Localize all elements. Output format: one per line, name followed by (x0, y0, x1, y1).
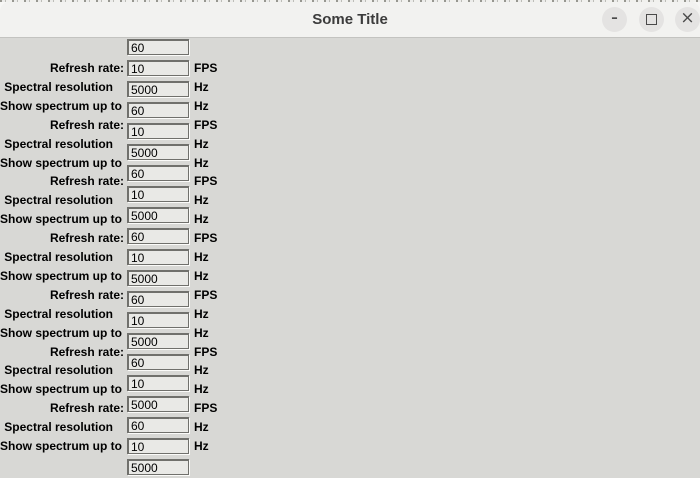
spectral-resolution-input[interactable] (127, 249, 189, 265)
refresh-rate-input[interactable] (127, 291, 189, 307)
form-content-area: Refresh rate: FPS Spectral resolution Hz Sho… (0, 38, 700, 478)
show-spectrum-up-to-label: Show spectrum up to (0, 212, 123, 227)
refresh-rate-input[interactable] (127, 165, 189, 181)
spectral-resolution-input[interactable] (127, 123, 189, 139)
background-window-sliver (0, 0, 700, 2)
refresh-rate-label: Refresh rate: (49, 117, 124, 132)
refresh-rate-unit: FPS (194, 401, 218, 416)
spectral-resolution-label: Spectral resolution (4, 250, 113, 264)
titlebar[interactable]: Some Title – × (0, 2, 700, 38)
show-spectrum-up-to-input[interactable] (127, 144, 189, 160)
refresh-rate-input[interactable] (127, 354, 189, 370)
spectral-resolution-input[interactable] (127, 438, 189, 454)
refresh-rate-input[interactable] (127, 102, 189, 118)
show-spectrum-up-to-label: Show spectrum up to (0, 325, 123, 340)
minimize-button[interactable]: – (602, 7, 627, 32)
show-spectrum-up-to-label: Show spectrum up to (0, 439, 123, 453)
refresh-rate-input[interactable] (127, 417, 189, 433)
spectral-resolution-input[interactable] (127, 60, 189, 76)
window-title: Some Title (312, 11, 388, 28)
refresh-rate-label: Refresh rate: (49, 287, 124, 302)
show-spectrum-up-to-unit: Hz (194, 439, 209, 453)
spectral-resolution-unit: Hz (194, 420, 209, 435)
show-spectrum-up-to-input[interactable] (127, 459, 189, 475)
spectral-resolution-label: Spectral resolution (4, 193, 113, 208)
refresh-rate-unit: FPS (194, 344, 218, 359)
refresh-rate-label: Refresh rate: (49, 231, 124, 246)
show-spectrum-up-to-label: Show spectrum up to (0, 98, 123, 113)
refresh-rate-unit: FPS (194, 174, 218, 189)
show-spectrum-up-to-label: Show spectrum up to (0, 382, 123, 397)
refresh-rate-unit: FPS (194, 61, 218, 75)
minimize-icon: – (611, 11, 618, 26)
show-spectrum-up-to-input[interactable] (127, 207, 189, 223)
show-spectrum-up-to-unit: Hz (194, 98, 209, 113)
maximize-icon (646, 14, 657, 25)
refresh-rate-unit: FPS (194, 117, 218, 132)
show-spectrum-up-to-unit: Hz (194, 382, 209, 397)
spectral-resolution-input[interactable] (127, 186, 189, 202)
spectral-resolution-label: Spectral resolution (4, 363, 113, 378)
close-button[interactable]: × (675, 7, 700, 32)
spectral-resolution-label: Spectral resolution (4, 136, 113, 151)
close-icon: × (680, 8, 695, 28)
show-spectrum-up-to-unit: Hz (194, 325, 209, 340)
refresh-rate-label: Refresh rate: (49, 344, 124, 359)
spectral-resolution-label: Spectral resolution (4, 79, 113, 94)
show-spectrum-up-to-unit: Hz (194, 155, 209, 170)
show-spectrum-up-to-label: Show spectrum up to (0, 155, 123, 170)
show-spectrum-up-to-input[interactable] (127, 333, 189, 349)
refresh-rate-label: Refresh rate: (49, 174, 124, 189)
show-spectrum-up-to-input[interactable] (127, 270, 189, 286)
spectral-resolution-unit: Hz (194, 306, 209, 321)
show-spectrum-up-to-input[interactable] (127, 81, 189, 97)
refresh-rate-label: Refresh rate: (49, 61, 124, 75)
spectral-resolution-input[interactable] (127, 312, 189, 328)
show-spectrum-up-to-label: Show spectrum up to (0, 268, 123, 283)
spectral-resolution-label: Spectral resolution (4, 420, 113, 435)
spectral-resolution-unit: Hz (194, 79, 209, 94)
refresh-rate-input[interactable] (127, 228, 189, 244)
spectral-resolution-unit: Hz (194, 363, 209, 378)
spectral-resolution-input[interactable] (127, 375, 189, 391)
refresh-rate-unit: FPS (194, 287, 218, 302)
refresh-rate-unit: FPS (194, 231, 218, 246)
spectral-resolution-unit: Hz (194, 193, 209, 208)
show-spectrum-up-to-unit: Hz (194, 212, 209, 227)
maximize-button[interactable] (639, 7, 664, 32)
spectral-resolution-label: Spectral resolution (4, 306, 113, 321)
refresh-rate-input[interactable] (127, 39, 189, 55)
refresh-rate-label: Refresh rate: (49, 401, 124, 416)
spectral-resolution-unit: Hz (194, 250, 209, 264)
show-spectrum-up-to-input[interactable] (127, 396, 189, 412)
show-spectrum-up-to-unit: Hz (194, 268, 209, 283)
spectral-resolution-unit: Hz (194, 136, 209, 151)
